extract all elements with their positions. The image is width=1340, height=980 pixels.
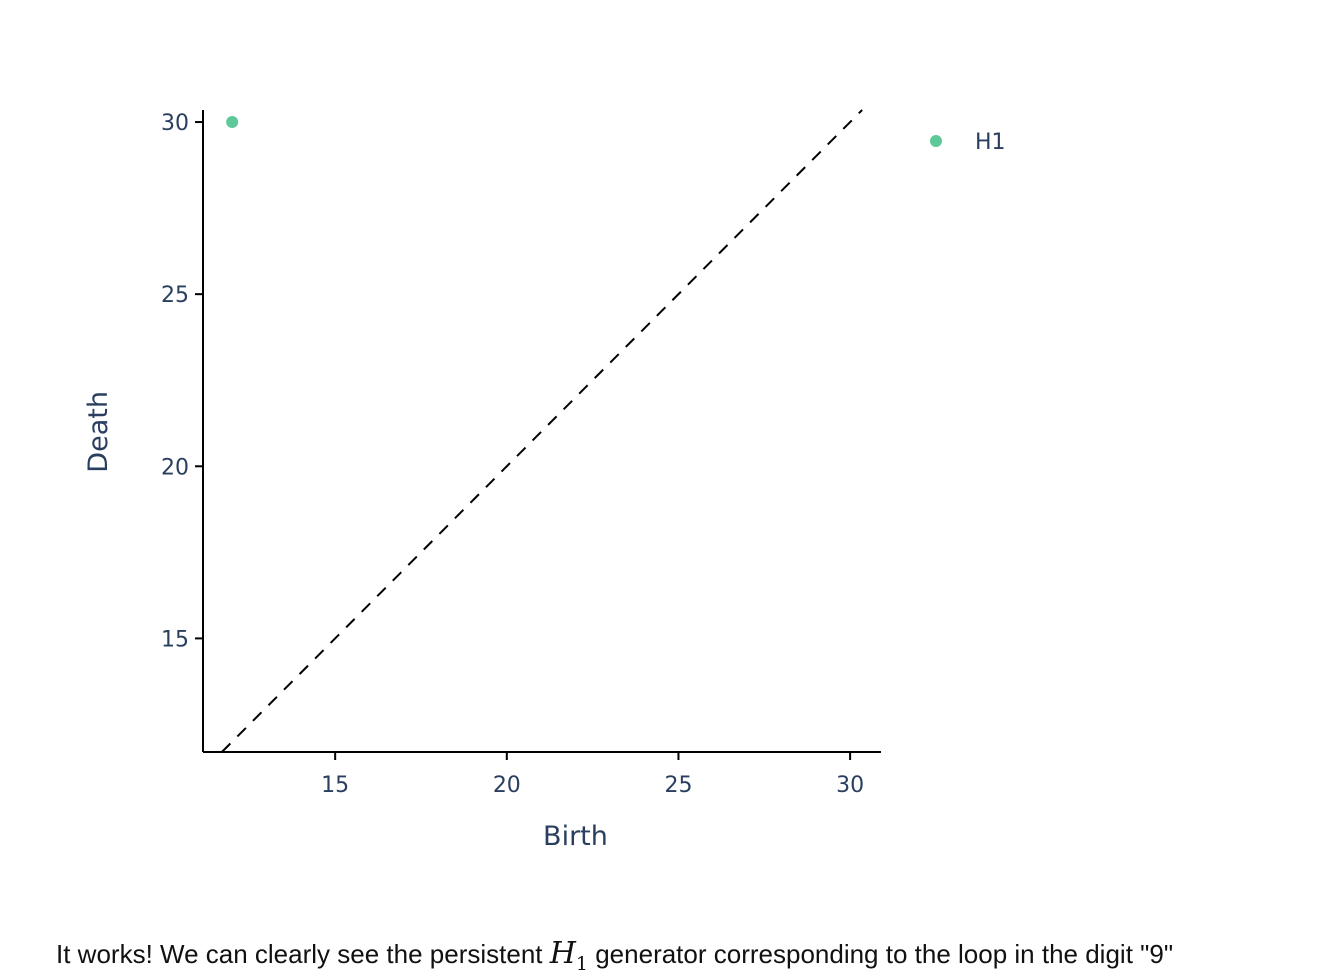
- x-tick-label: 20: [493, 773, 521, 798]
- y-axis-ticks: 15 20 25 30: [161, 111, 203, 652]
- x-tick-label: 15: [321, 773, 349, 798]
- data-point-h1: [226, 116, 239, 129]
- y-tick-label: 15: [161, 627, 189, 652]
- y-tick-label: 20: [161, 455, 189, 480]
- x-tick-label: 30: [836, 773, 864, 798]
- x-axis-ticks: 15 20 25 30: [321, 752, 864, 798]
- caption-text: It works! We can clearly see the persist…: [56, 936, 1336, 975]
- y-tick-label: 25: [161, 283, 189, 308]
- caption-math-sub: 1: [575, 953, 588, 975]
- caption-after: generator corresponding to the loop in t…: [588, 939, 1174, 969]
- legend-label-h1: H1: [975, 130, 1006, 155]
- legend-marker-h1: [930, 135, 942, 147]
- y-tick-label: 30: [161, 111, 189, 136]
- y-axis-title: Death: [83, 391, 114, 473]
- x-tick-label: 25: [664, 773, 692, 798]
- caption-math-base: H: [549, 936, 576, 971]
- legend: H1: [930, 130, 1006, 155]
- caption-math: H1: [549, 936, 588, 975]
- persistence-diagram: 15 20 25 30 15 20 25 30 Birth Death H1: [83, 109, 1006, 852]
- points-layer: [226, 116, 239, 129]
- diagonal-reference-line: [221, 109, 863, 753]
- caption-before: It works! We can clearly see the persist…: [56, 939, 550, 969]
- x-axis-title: Birth: [543, 821, 608, 852]
- plot-area: [221, 109, 863, 753]
